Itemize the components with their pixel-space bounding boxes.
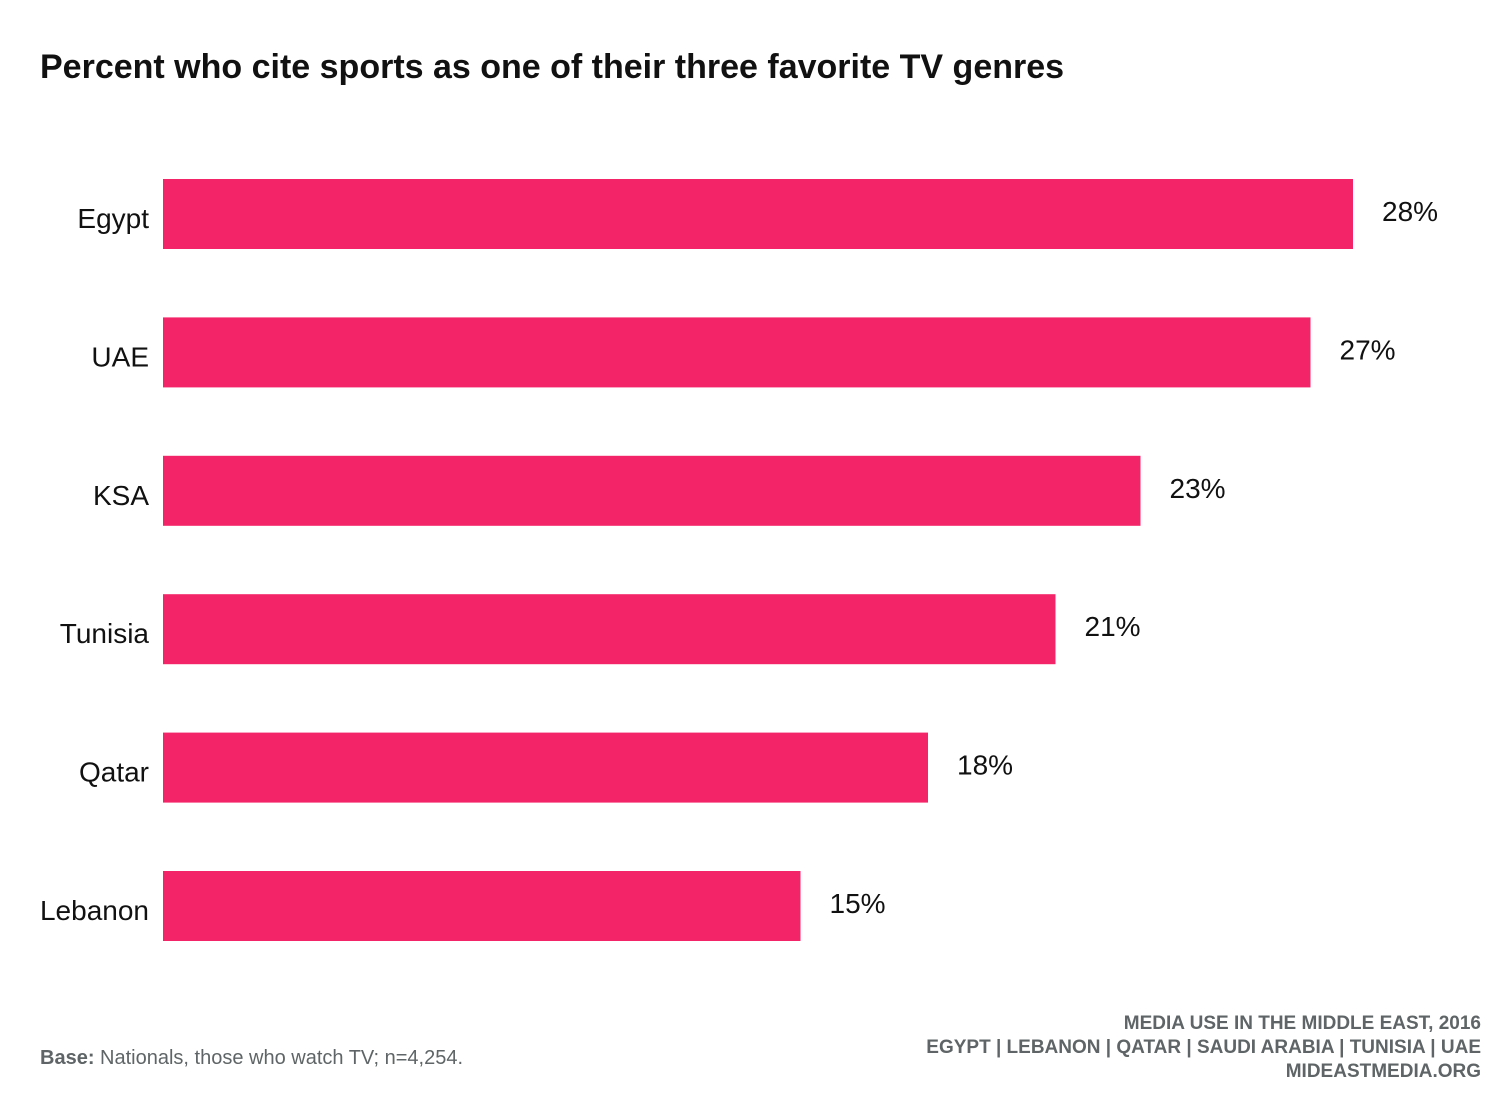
bars-layer: Egypt 28% UAE 27% KSA 23% Tunisia 21% Qatar 18% Le… <box>40 179 1438 941</box>
bar-lebanon <box>163 871 801 941</box>
bar-chart: Egypt 28% UAE 27% KSA 23% Tunisia 21% Qatar 18% Le… <box>40 179 1438 941</box>
source-line-countries: EGYPT | LEBANON | QATAR | SAUDI ARABIA |… <box>926 1037 1481 1058</box>
source-line-website: MIDEASTMEDIA.ORG <box>1285 1061 1481 1082</box>
source-line-survey: MEDIA USE IN THE MIDDLE EAST, 2016 <box>1123 1013 1481 1034</box>
value-label-egypt: 28% <box>1382 196 1438 227</box>
bar-ksa <box>163 455 1141 526</box>
category-label-egypt: Egypt <box>77 203 149 234</box>
category-label-ksa: KSA <box>93 480 149 511</box>
bar-uae <box>163 317 1311 388</box>
category-label-lebanon: Lebanon <box>40 895 149 926</box>
base-note: Base: Nationals, those who watch TV; n=4… <box>40 1047 463 1070</box>
value-label-ksa: 23% <box>1170 473 1226 504</box>
value-label-lebanon: 15% <box>830 888 886 919</box>
base-note-text: Nationals, those who watch TV; n=4,254. <box>94 1047 464 1069</box>
value-label-uae: 27% <box>1340 334 1396 365</box>
base-note-label: Base: <box>40 1047 95 1069</box>
category-label-tunisia: Tunisia <box>60 618 150 649</box>
value-label-tunisia: 21% <box>1085 611 1141 642</box>
category-label-qatar: Qatar <box>79 757 149 788</box>
chart-title: Percent who cite sports as one of their … <box>40 48 1065 86</box>
value-label-qatar: 18% <box>957 750 1013 781</box>
bar-tunisia <box>163 594 1056 665</box>
bar-qatar <box>163 732 928 803</box>
bar-egypt <box>163 179 1353 249</box>
category-label-uae: UAE <box>91 341 149 372</box>
source-block: MEDIA USE IN THE MIDDLE EAST, 2016 EGYPT… <box>926 1012 1481 1084</box>
